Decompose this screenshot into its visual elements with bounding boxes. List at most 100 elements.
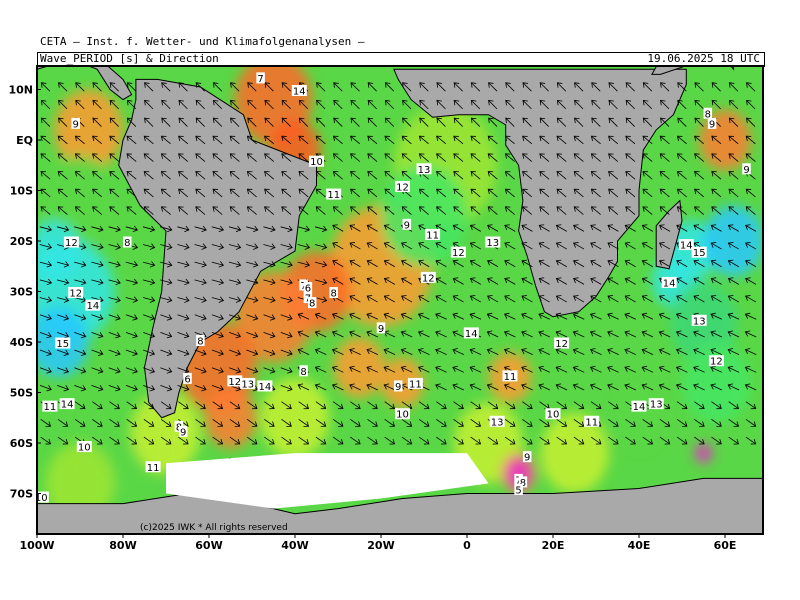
lat-label: EQ — [16, 134, 33, 147]
direction-arrow — [486, 330, 499, 338]
direction-arrow — [92, 135, 103, 145]
direction-arrow — [108, 278, 121, 286]
direction-arrow — [314, 261, 328, 268]
direction-arrow — [160, 135, 171, 145]
direction-arrow — [125, 331, 138, 339]
direction-arrow — [177, 349, 190, 356]
direction-arrow — [143, 206, 154, 215]
lon-label: 40E — [628, 539, 651, 552]
direction-arrow — [676, 224, 688, 232]
direction-arrows — [39, 82, 757, 445]
period-label: 12 — [422, 273, 435, 284]
period-label: 7 — [257, 74, 263, 85]
direction-arrow — [572, 365, 585, 373]
direction-arrow — [642, 171, 653, 180]
direction-arrow — [728, 171, 739, 180]
direction-arrow — [349, 295, 361, 303]
direction-arrow — [92, 117, 102, 127]
direction-arrow — [212, 117, 223, 127]
period-label-box — [545, 408, 561, 420]
direction-arrow — [572, 312, 585, 320]
direction-arrow — [246, 135, 257, 145]
direction-arrow — [522, 206, 533, 215]
direction-arrow — [194, 243, 207, 250]
direction-arrow — [297, 261, 311, 268]
direction-arrow — [315, 171, 326, 180]
direction-arrow — [350, 188, 361, 198]
direction-arrow — [608, 401, 619, 410]
direction-arrow — [177, 296, 190, 303]
direction-arrow — [624, 242, 636, 250]
direction-arrow — [333, 99, 343, 110]
direction-arrow — [727, 312, 740, 320]
direction-arrow — [693, 224, 705, 232]
direction-arrow — [195, 117, 205, 127]
direction-arrow — [144, 82, 154, 92]
direction-arrow — [263, 278, 276, 286]
direction-arrow — [522, 153, 533, 162]
direction-arrow — [143, 367, 156, 374]
period-label: 11 — [426, 230, 439, 241]
direction-arrow — [589, 383, 602, 391]
direction-arrow — [143, 171, 154, 180]
direction-arrow — [608, 117, 618, 127]
direction-arrow — [590, 259, 602, 268]
direction-arrow — [642, 206, 653, 215]
direction-arrow — [660, 117, 670, 127]
lon-label: 100W — [19, 539, 54, 552]
direction-arrow — [195, 153, 206, 162]
direction-arrow — [521, 330, 533, 338]
direction-arrow — [589, 312, 602, 320]
direction-arrow — [229, 188, 240, 198]
direction-arrow — [504, 135, 515, 145]
period-label-box — [463, 327, 479, 339]
direction-arrow — [74, 349, 87, 356]
direction-arrow — [589, 330, 602, 338]
direction-arrow — [40, 153, 51, 162]
direction-arrow — [281, 436, 292, 445]
direction-arrow — [642, 436, 654, 445]
period-label: 7 — [300, 281, 306, 292]
period-label: 7 — [305, 294, 311, 305]
direction-arrow — [607, 312, 619, 320]
direction-arrow — [503, 330, 516, 338]
direction-arrow — [332, 419, 344, 427]
direction-arrow — [349, 383, 361, 391]
direction-arrow — [350, 206, 361, 215]
direction-arrow — [642, 117, 653, 127]
period-label: 6 — [184, 374, 190, 385]
period-label-box — [307, 297, 317, 309]
direction-arrow — [247, 117, 257, 127]
direction-arrow — [487, 153, 498, 162]
direction-arrow — [160, 225, 173, 233]
direction-arrow — [366, 242, 378, 250]
direction-arrow — [591, 117, 601, 127]
direction-arrow — [556, 153, 567, 162]
direction-arrow — [607, 277, 619, 285]
direction-arrow — [555, 330, 568, 338]
direction-arrow — [383, 224, 395, 232]
direction-arrow — [350, 82, 360, 92]
direction-arrow — [694, 419, 705, 427]
direction-arrow — [401, 295, 413, 303]
period-label: 14 — [259, 382, 272, 393]
lat-label: 40S — [10, 336, 33, 349]
direction-arrow — [281, 206, 292, 215]
direction-arrow — [727, 348, 740, 355]
direction-arrow — [555, 224, 567, 232]
direction-arrow — [58, 99, 68, 110]
direction-arrow — [366, 277, 378, 285]
direction-arrow — [350, 401, 361, 410]
direction-arrow — [641, 277, 653, 285]
period-label: 15 — [56, 339, 69, 350]
direction-arrow — [281, 117, 291, 127]
direction-arrow — [659, 135, 670, 145]
direction-arrow — [590, 206, 601, 215]
direction-arrow — [607, 348, 619, 355]
direction-arrow — [453, 153, 464, 162]
direction-arrow — [142, 296, 156, 303]
direction-arrow — [160, 349, 173, 356]
direction-arrow — [263, 243, 276, 250]
direction-arrow — [677, 99, 687, 110]
direction-arrow — [521, 383, 533, 391]
